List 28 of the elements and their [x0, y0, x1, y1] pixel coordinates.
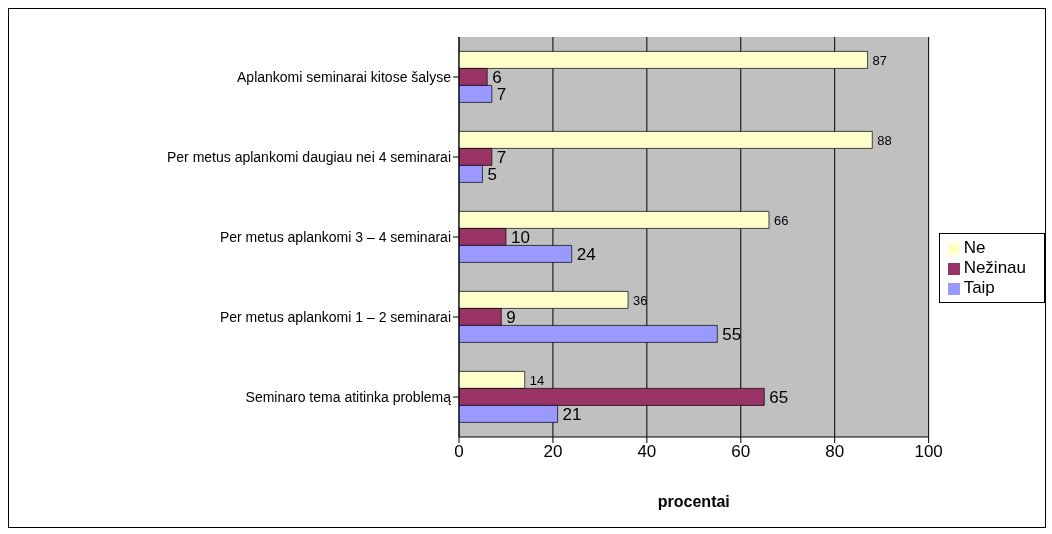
x-axis-title: procentai — [657, 493, 730, 510]
x-tick-label: 40 — [637, 442, 657, 462]
y-tick-label: Per metus aplankomi daugiau nei 4 seminarai — [166, 148, 451, 165]
data-label: 6 — [492, 67, 502, 87]
y-tick-label: Per metus aplankomi 1 – 2 seminarai — [219, 308, 451, 325]
data-label: 21 — [562, 404, 582, 424]
data-label: 7 — [496, 147, 507, 167]
x-tick-label: 100 — [914, 442, 943, 462]
data-label: 87 — [872, 52, 888, 68]
data-label: 24 — [576, 244, 596, 264]
data-label: 88 — [877, 132, 892, 148]
legend-label: Ne — [963, 238, 986, 257]
data-label: 7 — [496, 84, 507, 104]
x-tick-label: 20 — [543, 442, 563, 462]
data-label: 10 — [510, 227, 530, 247]
x-tick-label: 80 — [825, 442, 845, 462]
legend-label: Nežinau — [963, 258, 1026, 277]
y-tick-label: Per metus aplankomi 3 – 4 seminarai — [219, 228, 451, 245]
y-tick-label: Seminaro tema atitinka problemą — [245, 388, 452, 405]
data-label: 5 — [487, 164, 497, 184]
data-label: 14 — [529, 372, 545, 388]
data-label: 65 — [769, 387, 789, 407]
legend-label: Taip — [963, 278, 995, 297]
x-tick-label: 0 — [454, 442, 464, 462]
data-label: 66 — [773, 212, 789, 228]
x-tick-label: 60 — [731, 442, 751, 462]
data-label: 9 — [506, 307, 516, 327]
y-tick-label: Aplankomi seminarai kitose šalyse — [237, 68, 452, 85]
